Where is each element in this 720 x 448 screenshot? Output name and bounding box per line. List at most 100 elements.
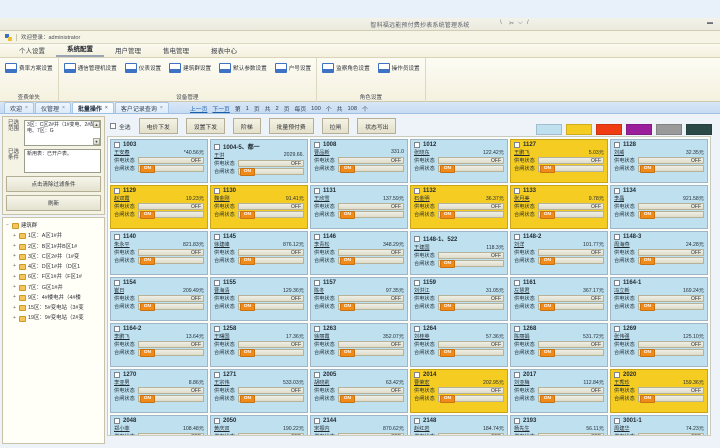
tree-expander-icon[interactable]: + — [13, 263, 16, 270]
checkbox-icon[interactable] — [514, 188, 520, 194]
checkbox-icon[interactable] — [614, 234, 620, 240]
filter-range-value[interactable]: 3区：C区2#井（1#变电、2#配电、7区：G ▲ ▼ — [24, 120, 101, 146]
meter-card[interactable]: 2020 王秀珍 159.36元 供电状态 OFF 合闸状态 ON — [610, 369, 708, 413]
owner-name-link[interactable]: 刘洪江 — [414, 288, 430, 294]
meter-card[interactable]: 1270 李亚男 8.86元 供电状态 OFF 合闸状态 ON — [110, 369, 208, 413]
meter-card[interactable]: 1003 王安春 *40.56元 供电状态 OFF 合闸状态 ON — [110, 139, 208, 183]
owner-name-link[interactable]: 王宗伟 — [214, 380, 230, 386]
meter-card[interactable]: 1128 刘威 32.35元 供电状态 OFF 合闸状态 ON — [610, 139, 708, 183]
select-all-checkbox[interactable]: 全选 — [110, 122, 131, 131]
batch-button-5[interactable]: 状态写出 — [357, 118, 397, 134]
close-icon[interactable]: × — [25, 105, 28, 111]
batch-button-4[interactable]: 拉闸 — [321, 118, 350, 134]
tree-expander-icon[interactable]: + — [13, 294, 16, 301]
checkbox-icon[interactable] — [114, 326, 120, 332]
checkbox-icon[interactable] — [414, 326, 420, 332]
owner-name-link[interactable]: 王安春 — [114, 150, 130, 156]
clear-filter-button[interactable]: 点击清除过滤条件 — [6, 176, 101, 192]
checkbox-icon[interactable] — [214, 188, 220, 194]
meter-card[interactable]: 1148-1、522 王建国 118.3元 供电状态 OFF 合闸状态 ON — [410, 231, 508, 275]
checkbox-icon[interactable] — [314, 372, 320, 378]
checkbox-icon[interactable] — [314, 280, 320, 286]
meter-card[interactable]: 1154 崔日 209.49元 供电状态 OFF 合闸状态 ON — [110, 277, 208, 321]
meter-card[interactable]: 2005 胡晓莉 63.42元 供电状态 OFF 合闸状态 ON — [310, 369, 408, 413]
tree-expander-icon[interactable]: + — [13, 304, 16, 311]
checkbox-icon[interactable] — [614, 280, 620, 286]
checkbox-icon[interactable] — [414, 142, 420, 148]
meter-card[interactable]: 1157 陈冬 97.35元 供电状态 OFF 合闸状态 ON — [310, 277, 408, 321]
meter-card[interactable]: 1263 徐丽霞 352.07元 供电状态 OFF 合闸状态 ON — [310, 323, 408, 367]
checkbox-icon[interactable] — [214, 280, 220, 286]
tree-expander-icon[interactable]: + — [13, 242, 16, 249]
meter-card[interactable]: 1008 曹品新 331.0 供电状态 OFF 合闸状态 ON — [310, 139, 408, 183]
checkbox-icon[interactable] — [214, 234, 220, 240]
checkbox-icon[interactable] — [214, 143, 220, 150]
meter-card[interactable]: 2014 曹荣宏 202.95元 供电状态 OFF 合闸状态 ON — [410, 369, 508, 413]
meter-card[interactable]: 1145 徐建峰 876.12元 供电状态 OFF 合闸状态 ON — [210, 231, 308, 275]
meter-card[interactable]: 1269 张伟强 125.10元 供电状态 OFF 合闸状态 ON — [610, 323, 708, 367]
scroll-up-icon[interactable]: ▲ — [93, 121, 100, 128]
owner-name-link[interactable]: 刘洋 — [514, 242, 525, 248]
document-tab-1[interactable]: 仪管理 × — [34, 102, 71, 113]
ribbon-button-2-1[interactable]: 操作员设置 — [375, 61, 423, 75]
scroll-down-icon[interactable]: ▼ — [93, 138, 100, 145]
owner-name-link[interactable]: 左慧君 — [514, 288, 530, 294]
owner-name-link[interactable]: 赵红岩 — [414, 426, 430, 432]
checkbox-icon[interactable] — [614, 142, 620, 148]
tree-node[interactable]: +7区：G区1#井 — [5, 283, 102, 293]
checkbox-icon[interactable] — [514, 142, 520, 148]
meter-card[interactable]: 1133 张月美 9.78元 供电状态 OFF 合闸状态 ON — [510, 185, 608, 229]
menu-tab-1[interactable]: 系统配置 — [56, 43, 104, 57]
menu-tab-0[interactable]: 个人设置 — [19, 48, 45, 55]
checkbox-icon[interactable] — [314, 188, 320, 194]
checkbox-icon[interactable] — [114, 372, 120, 378]
checkbox-icon[interactable] — [314, 326, 320, 332]
menu-tab-4[interactable]: 报表中心 — [211, 48, 237, 55]
checkbox-icon[interactable] — [414, 280, 420, 286]
owner-name-link[interactable]: 王曙国 — [214, 334, 230, 340]
close-icon[interactable]: × — [159, 105, 163, 111]
checkbox-icon[interactable] — [114, 234, 120, 240]
checkbox-icon[interactable] — [314, 418, 320, 424]
meter-card[interactable]: 1140 朱永平 821.83元 供电状态 OFF 合闸状态 ON — [110, 231, 208, 275]
tree-expander-icon[interactable]: + — [13, 314, 16, 321]
close-icon[interactable]: × — [61, 105, 65, 111]
checkbox-icon[interactable] — [114, 188, 120, 194]
ribbon-button-2-0[interactable]: 监察角色设置 — [319, 61, 373, 75]
next-page-link[interactable]: 下一页 — [212, 107, 230, 113]
tree-node[interactable]: +4区：D区1#井（D区1 — [5, 262, 102, 272]
checkbox-icon[interactable] — [414, 188, 420, 194]
owner-name-link[interactable]: 周海燕 — [614, 242, 630, 248]
checkbox-icon[interactable] — [414, 235, 420, 242]
owner-name-link[interactable]: 徐建峰 — [214, 242, 230, 248]
checkbox-icon[interactable] — [414, 418, 420, 424]
prev-page-link[interactable]: 上一页 — [190, 107, 208, 113]
meter-card[interactable]: 1164-2 李鹏飞 13.64元 供电状态 OFF 合闸状态 ON — [110, 323, 208, 367]
checkbox-icon[interactable] — [614, 418, 620, 424]
batch-button-2[interactable]: 阶梯 — [233, 118, 261, 134]
owner-name-link[interactable]: 胡晓莉 — [314, 380, 330, 386]
meter-card[interactable]: 1161 左慧君 367.17元 供电状态 OFF 合闸状态 ON — [510, 277, 608, 321]
window-ctrl-4[interactable]: / — [527, 20, 529, 26]
checkbox-icon[interactable] — [114, 280, 120, 286]
batch-button-3[interactable]: 批量预付费 — [268, 118, 314, 134]
tree-node[interactable]: +2区：B区1#井B区1# — [5, 242, 102, 252]
meter-card[interactable]: 1132 石金明 36.37元 供电状态 OFF 合闸状态 ON — [410, 185, 508, 229]
document-tab-2[interactable]: 批量操作 × — [71, 102, 114, 113]
meter-card[interactable]: 1264 刘桂英 57.36元 供电状态 OFF 合闸状态 ON — [410, 323, 508, 367]
batch-button-1[interactable]: 设置下发 — [185, 118, 226, 134]
filter-condition-value[interactable]: 新用表：已开户表。 — [24, 149, 101, 173]
ribbon-button-1-1[interactable]: 仪表设置 — [122, 61, 164, 75]
ribbon-button-1-4[interactable]: 户号设置 — [272, 61, 314, 75]
meter-card[interactable]: 1131 王欣雪 137.59元 供电状态 OFF 合闸状态 ON — [310, 185, 408, 229]
checkbox-icon[interactable] — [514, 418, 520, 424]
owner-name-link[interactable]: 张月美 — [514, 196, 530, 202]
owner-name-link[interactable]: 冯立新 — [614, 288, 630, 294]
close-icon[interactable]: × — [104, 105, 108, 111]
owner-name-link[interactable]: 崔日 — [114, 288, 125, 294]
window-minimize-button[interactable]: ▬ — [707, 20, 713, 26]
checkbox-icon[interactable] — [514, 280, 520, 286]
